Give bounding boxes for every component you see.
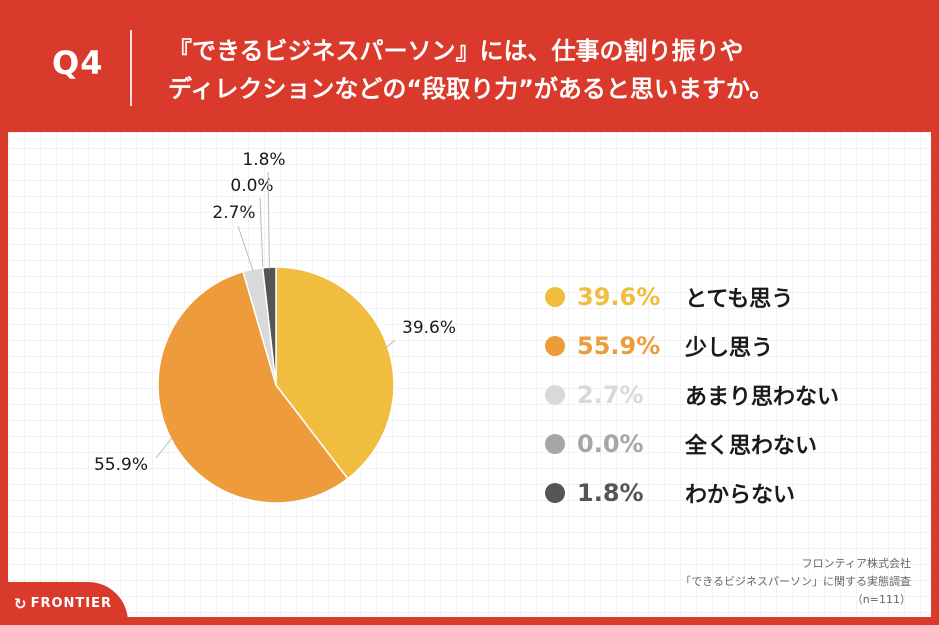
legend-label: わからない <box>685 482 796 508</box>
legend-swatch <box>545 335 565 356</box>
legend-percentage: 39.6% <box>577 282 661 311</box>
legend-percentage: 55.9% <box>577 331 661 360</box>
legend-label: あまり思わない <box>685 384 840 410</box>
source-sample-size: （n=111） <box>851 593 911 606</box>
data-label-2: 55.9% <box>94 455 148 475</box>
data-label-5: 1.8% <box>242 150 285 170</box>
source-survey: 「できるビジネスパーソン」に関する実態調査 <box>680 575 911 588</box>
leader-line-4 <box>259 197 264 270</box>
legend-item-4: 0.0% 全く思わない <box>545 419 839 468</box>
legend-percentage: 0.0% <box>577 429 644 458</box>
header-divider <box>130 30 132 106</box>
legend-item-1: 39.6% とても思う <box>545 272 839 321</box>
leader-line-2 <box>155 437 173 459</box>
question-title-line-1: 『できるビジネスパーソン』には、仕事の割り振りや <box>168 37 744 65</box>
legend-item-3: 2.7% あまり思わない <box>545 370 839 419</box>
source-company: フロンティア株式会社 <box>801 557 911 570</box>
pie-slice-2 <box>157 270 349 504</box>
question-title-line-2: ディレクションなどの“段取り力”があると思いますか。 <box>168 75 774 103</box>
data-label-1: 39.6% <box>402 318 456 338</box>
legend-item-5: 1.8% わからない <box>545 468 839 517</box>
legend-swatch <box>545 433 565 454</box>
source-note: フロンティア株式会社 「できるビジネスパーソン」に関する実態調査 （n=111） <box>680 555 911 609</box>
legend-label: とても思う <box>685 286 794 312</box>
pie-slice-1 <box>275 266 395 480</box>
question-title: 『できるビジネスパーソン』には、仕事の割り振りや ディレクションなどの“段取り力… <box>168 32 928 108</box>
legend-percentage: 1.8% <box>577 478 644 507</box>
data-label-3: 2.7% <box>212 203 255 223</box>
data-label-4: 0.0% <box>230 176 273 196</box>
legend-label: 少し思う <box>685 335 774 361</box>
leader-line-3 <box>237 225 254 272</box>
leader-line-5 <box>267 171 270 270</box>
legend-label: 全く思わない <box>685 433 818 459</box>
chart-legend: 39.6% とても思う 55.9% 少し思う 2.7% あまり思わない 0.0% 全く思わない… <box>545 272 839 517</box>
brand-name: FRONTIER <box>30 596 112 611</box>
legend-percentage: 2.7% <box>577 380 644 409</box>
legend-swatch <box>545 384 565 405</box>
legend-swatch <box>545 482 565 503</box>
leader-line-1 <box>385 339 396 349</box>
question-number: Q4 <box>52 44 104 82</box>
brand-logo: ↻ FRONTIER <box>0 582 128 625</box>
frontier-logo-icon: ↻ <box>14 594 28 613</box>
legend-swatch <box>545 286 565 307</box>
header: Q4 『できるビジネスパーソン』には、仕事の割り振りや ディレクションなどの“段… <box>0 0 939 132</box>
legend-item-2: 55.9% 少し思う <box>545 321 839 370</box>
